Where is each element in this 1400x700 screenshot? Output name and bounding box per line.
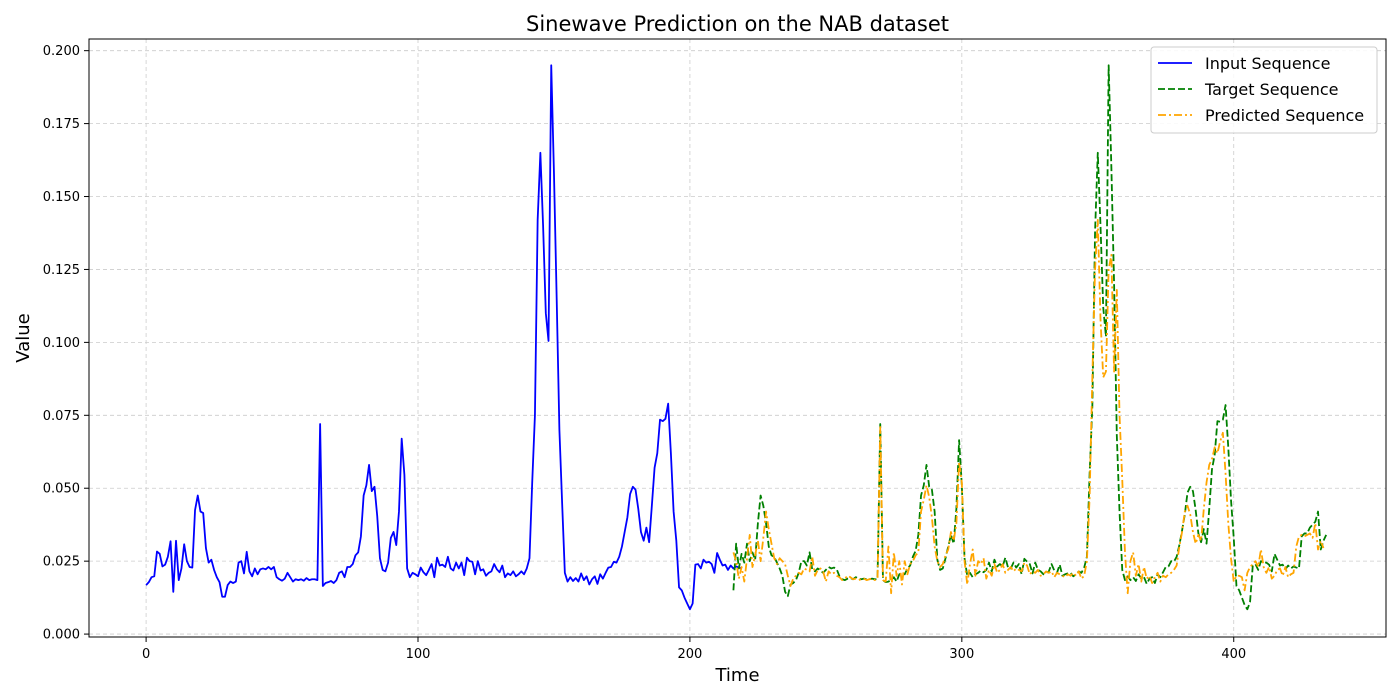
x-axis-label: Time	[714, 665, 759, 686]
y-tick-label: 0.200	[43, 44, 80, 59]
legend-label: Target Sequence	[1204, 80, 1339, 99]
y-tick-label: 0.075	[43, 409, 80, 424]
y-axis-label: Value	[13, 313, 34, 362]
plot-frame	[88, 38, 1387, 638]
ticks: 0 100 200 300 400 0.000 0.025 0.050 0.075 0.100 0.…	[43, 44, 1246, 662]
y-tick-label: 0.100	[43, 336, 80, 351]
x-tick-label: 300	[949, 647, 974, 662]
y-tick-label: 0.125	[43, 263, 80, 278]
legend-label: Input Sequence	[1205, 54, 1330, 73]
x-tick-label: 0	[142, 647, 150, 662]
x-tick-label: 400	[1221, 647, 1246, 662]
legend-box	[1150, 46, 1378, 134]
x-tick-label: 100	[406, 647, 431, 662]
y-tick-label: 0.025	[43, 555, 80, 570]
y-tick-label: 0.150	[43, 190, 80, 205]
series-line-predicted-sequence	[732, 218, 1325, 595]
series-line-target-sequence	[732, 64, 1327, 611]
chart-title: Sinewave Prediction on the NAB dataset	[526, 12, 949, 36]
series-line-input-sequence	[145, 64, 742, 611]
y-tick-label: 0.175	[43, 117, 80, 132]
y-tick-label: 0.050	[43, 482, 80, 497]
legend: Input Sequence Target Sequence Predicted S…	[1150, 46, 1378, 134]
legend-label: Predicted Sequence	[1205, 106, 1364, 125]
series-layer	[145, 64, 1327, 611]
y-tick-label: 0.000	[43, 628, 80, 643]
x-tick-label: 200	[678, 647, 703, 662]
